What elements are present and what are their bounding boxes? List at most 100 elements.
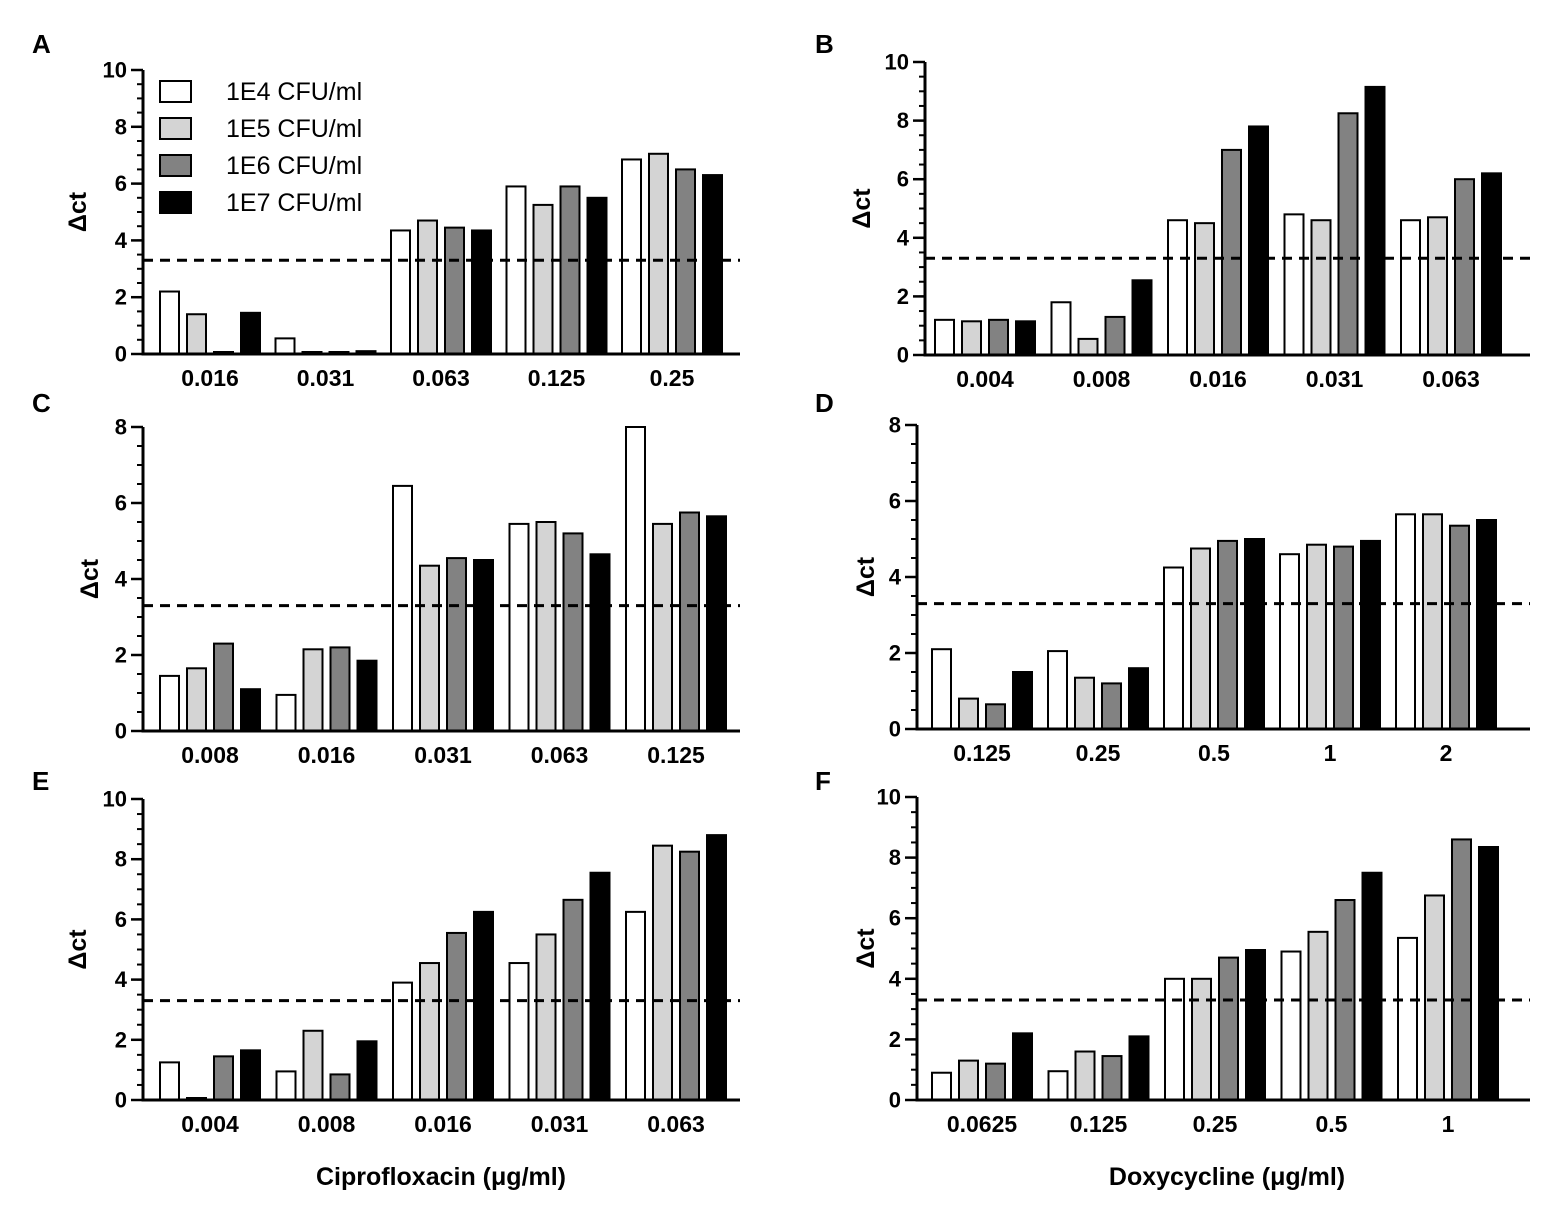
x-tick-label: 0.063 <box>412 365 470 391</box>
bar-b-3-3 <box>1364 85 1386 356</box>
x-tick-label: 2 <box>1440 740 1453 766</box>
bar-d-1-1 <box>1074 676 1095 731</box>
x-tick-label: 0.5 <box>1198 740 1230 766</box>
bar-c-0-1 <box>186 667 207 732</box>
y-tick-label: 8 <box>115 415 127 440</box>
bar-f-2-0 <box>1164 977 1185 1101</box>
bar-e-2-1 <box>419 962 440 1101</box>
bar-e-2-3 <box>473 910 494 1101</box>
y-tick-label: 2 <box>115 1027 127 1052</box>
x-tick-label: 0.063 <box>1422 366 1480 392</box>
bar-f-2-2 <box>1218 956 1239 1102</box>
bar-d-3-3 <box>1360 539 1381 731</box>
bar-c-0-0 <box>159 674 180 733</box>
legend-swatch <box>159 117 192 140</box>
bar-b-4-0 <box>1400 219 1421 356</box>
legend-swatch <box>159 154 192 177</box>
bar-e-3-3 <box>589 871 611 1101</box>
panel-d: D Δct 0 2 4 6 8 0.125 0.25 0.5 1 2 <box>815 388 1530 766</box>
y-tick-label: 8 <box>115 847 127 872</box>
x-tick-label: 1 <box>1442 1111 1455 1137</box>
bar-f-3-1 <box>1307 930 1329 1102</box>
y-tick-label: 10 <box>877 785 901 810</box>
bar-d-2-3 <box>1244 538 1265 730</box>
bar-c-4-1 <box>652 522 673 733</box>
x-tick-label: 0.004 <box>956 366 1014 392</box>
bar-a-1-0 <box>274 337 296 356</box>
bar-a-3-2 <box>559 185 581 355</box>
panel-f: F Δct 0 2 4 6 8 10 0.0625 0.125 0.25 0.5 1 <box>815 766 1530 1137</box>
x-tick-label: 0.5 <box>1316 1111 1348 1137</box>
bar-f-0-3 <box>1012 1032 1033 1101</box>
bar-b-2-3 <box>1248 125 1269 356</box>
legend-label: 1E6 CFU/ml <box>226 152 362 180</box>
bar-d-0-1 <box>958 697 979 730</box>
bar-a-3-0 <box>505 185 527 355</box>
bar-d-1-2 <box>1101 682 1122 731</box>
legend-label: 1E7 CFU/ml <box>226 189 362 217</box>
bar-a-2-1 <box>417 219 438 355</box>
bar-a-3-1 <box>532 203 554 355</box>
panel-e: E Δct 0 2 4 6 8 10 0.004 0.008 0.016 0.031 0.063 <box>32 766 740 1137</box>
bar-f-4-0 <box>1397 936 1418 1102</box>
y-tick-label: 2 <box>897 284 909 309</box>
legend-swatch <box>159 80 192 103</box>
panel-letter: F <box>815 766 831 796</box>
bar-a-4-3 <box>702 174 723 355</box>
x-tick-label: 0.008 <box>1073 366 1131 392</box>
bar-e-1-2 <box>329 1073 351 1102</box>
bar-d-2-1 <box>1190 547 1211 730</box>
y-tick-label: 0 <box>115 1088 127 1113</box>
bar-d-0-0 <box>931 648 952 731</box>
panel-b: B Δct 0 2 4 6 8 10 0.004 0.008 0.016 0.031 0.063 <box>815 29 1530 392</box>
bar-c-2-3 <box>473 559 494 732</box>
bar-a-2-0 <box>390 229 411 356</box>
y-tick-label: 0 <box>889 717 901 742</box>
x-tick-label: 0.125 <box>528 365 586 391</box>
bar-c-3-2 <box>562 532 584 733</box>
y-tick-label: 4 <box>897 225 910 250</box>
bar-f-1-1 <box>1074 1050 1096 1102</box>
legend-swatch <box>159 191 192 214</box>
bar-f-4-1 <box>1424 894 1445 1101</box>
x-tick-label: 0.125 <box>647 742 705 768</box>
y-tick-label: 6 <box>889 906 901 931</box>
y-tick-label: 2 <box>115 285 127 310</box>
bar-d-4-0 <box>1395 513 1416 730</box>
bar-e-0-3 <box>240 1049 261 1101</box>
panel-c: C Δct 0 2 4 6 8 0.008 0.016 0.031 0.063 0.125 <box>32 388 740 768</box>
y-axis-label: Δct <box>852 928 880 969</box>
bar-c-2-1 <box>419 564 440 733</box>
x-tick-label: 0.125 <box>1070 1111 1128 1137</box>
legend: 1E4 CFU/ml 1E5 CFU/ml 1E6 CFU/ml 1E7 CFU/ml <box>159 78 362 217</box>
x-tick-label: 1 <box>1324 740 1337 766</box>
bar-f-1-3 <box>1128 1035 1150 1101</box>
y-axis-label: Δct <box>852 556 880 597</box>
bar-d-2-0 <box>1163 566 1184 730</box>
bar-a-4-0 <box>621 158 642 355</box>
bar-b-0-1 <box>961 320 982 356</box>
bar-b-0-3 <box>1015 320 1036 356</box>
legend-label: 1E5 CFU/ml <box>226 115 362 143</box>
bar-c-0-3 <box>240 688 261 733</box>
x-tick-label: 0.031 <box>1306 366 1364 392</box>
x-tick-label: 0.031 <box>531 1111 589 1137</box>
bar-e-1-0 <box>275 1070 297 1102</box>
bar-e-4-1 <box>652 844 673 1102</box>
bar-f-1-0 <box>1047 1070 1069 1101</box>
bar-e-1-1 <box>302 1029 324 1102</box>
bar-e-2-2 <box>446 931 467 1101</box>
bar-b-2-0 <box>1167 219 1188 356</box>
x-tick-label: 0.016 <box>181 365 239 391</box>
y-axis-label: Δct <box>64 929 92 970</box>
bar-b-1-1 <box>1077 337 1099 357</box>
bar-b-4-2 <box>1454 178 1475 356</box>
panel-letter: C <box>32 388 51 418</box>
x-tick-label: 0.031 <box>297 365 355 391</box>
bar-b-3-2 <box>1337 112 1359 357</box>
bar-c-1-3 <box>356 659 378 733</box>
x-tick-label: 0.125 <box>953 740 1011 766</box>
y-tick-label: 4 <box>889 565 902 590</box>
y-tick-label: 8 <box>889 413 901 438</box>
y-tick-label: 0 <box>889 1088 901 1113</box>
